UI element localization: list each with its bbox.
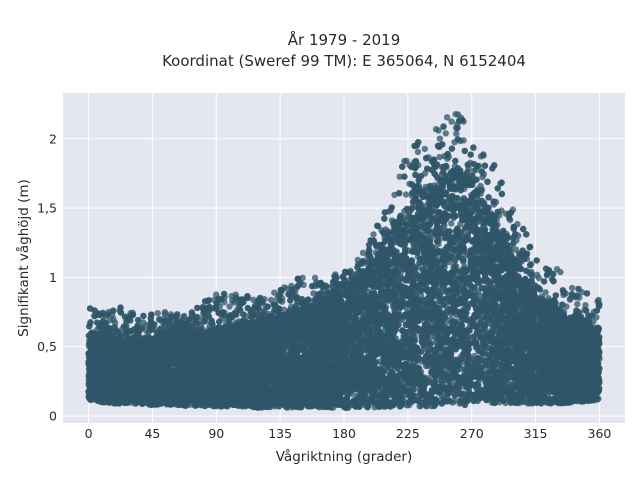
data-point bbox=[154, 310, 161, 317]
data-point bbox=[542, 289, 549, 296]
data-point bbox=[453, 130, 460, 137]
data-point bbox=[396, 173, 403, 180]
data-point bbox=[448, 118, 455, 125]
chart-title-line-1: År 1979 - 2019 bbox=[288, 30, 401, 49]
data-points bbox=[85, 111, 603, 411]
data-point bbox=[414, 148, 422, 156]
data-point bbox=[443, 114, 451, 121]
data-point bbox=[582, 302, 589, 309]
data-point bbox=[574, 300, 581, 308]
chart-title-line-2: Koordinat (Sweref 99 TM): E 365064, N 61… bbox=[162, 52, 526, 70]
data-point bbox=[370, 231, 377, 238]
